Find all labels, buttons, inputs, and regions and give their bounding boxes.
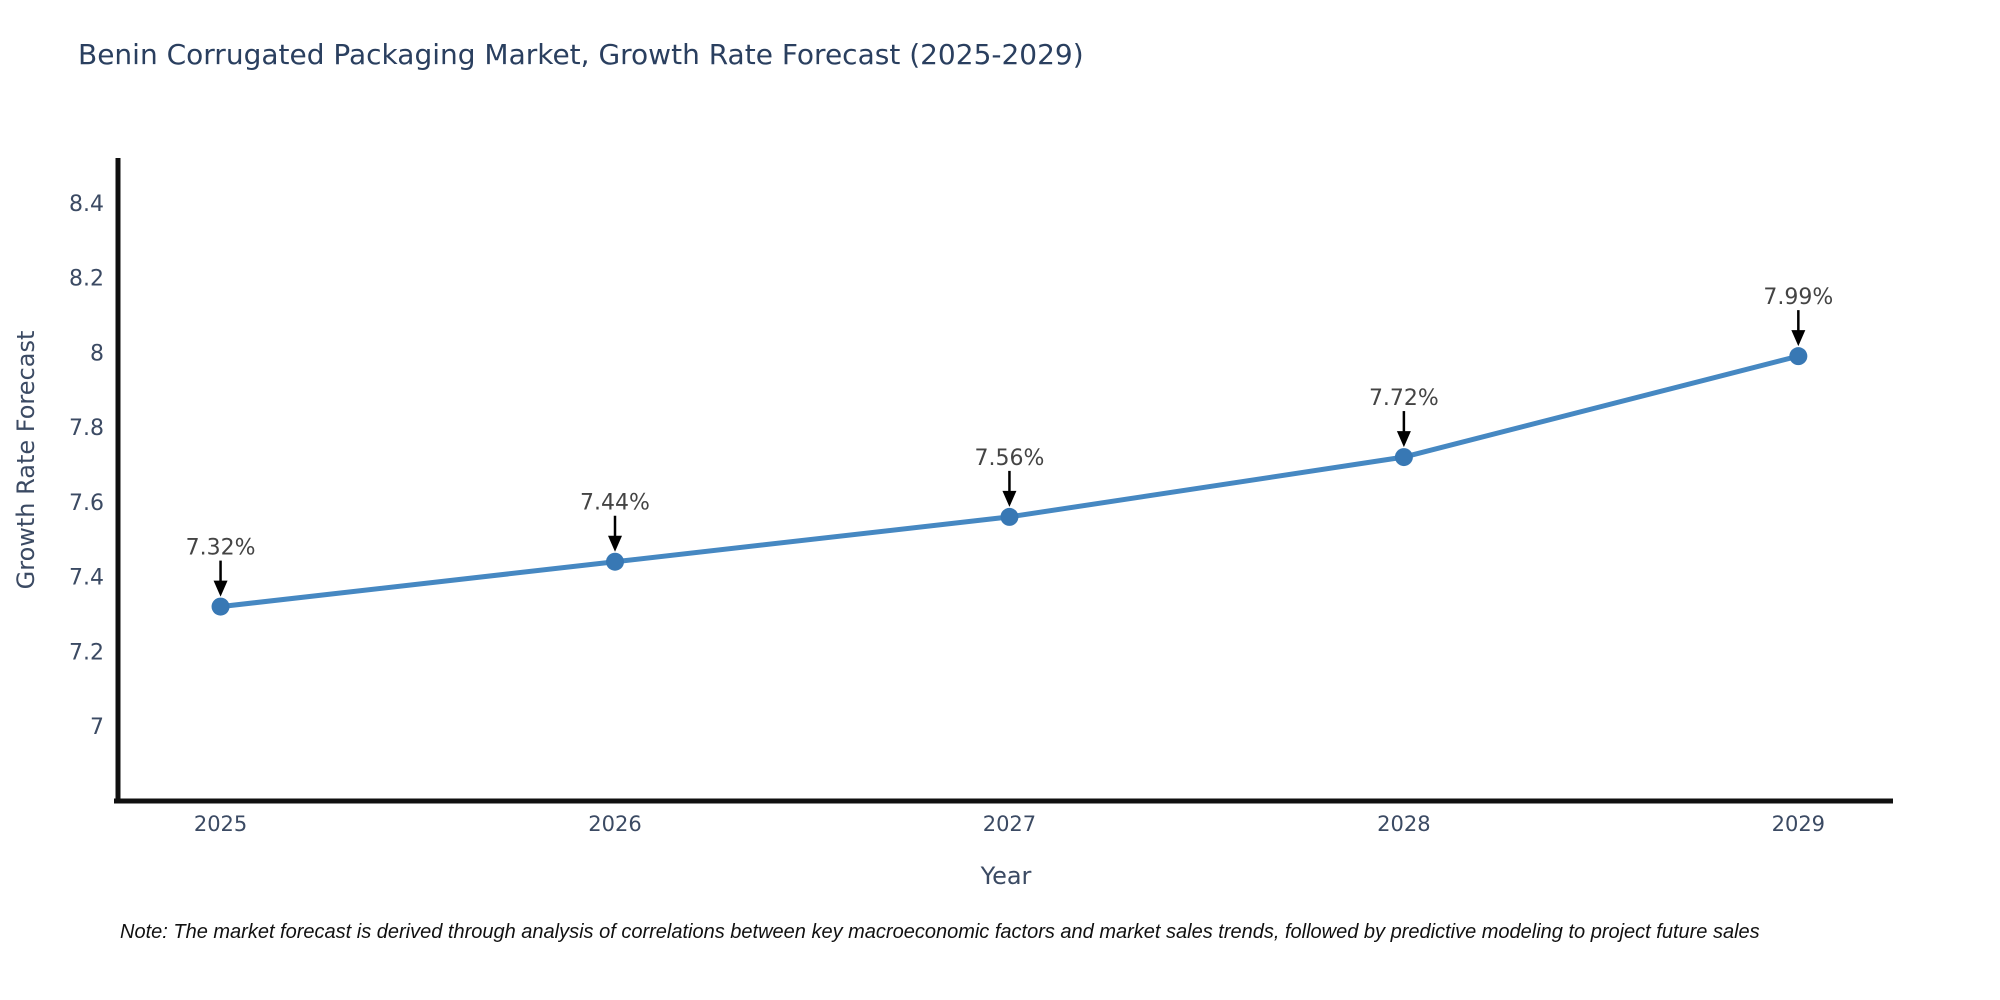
data-point-marker (1789, 347, 1808, 366)
x-tick-label: 2027 (983, 812, 1036, 836)
annotation-arrowhead-icon (1396, 431, 1411, 448)
y-tick-label: 8.4 (69, 192, 104, 217)
data-point-label: 7.99% (1763, 285, 1833, 310)
x-axis-title: Year (980, 862, 1032, 890)
x-tick-label: 2028 (1377, 812, 1430, 836)
footnote: Note: The market forecast is derived thr… (120, 921, 1760, 943)
chart-title: Benin Corrugated Packaging Market, Growt… (78, 38, 1084, 71)
x-tick-label: 2029 (1772, 812, 1825, 836)
x-tick-label: 2025 (194, 812, 247, 836)
y-tick-label: 7.6 (69, 491, 104, 516)
data-point-marker (1394, 448, 1413, 467)
data-point-label: 7.32% (186, 536, 256, 561)
data-point-marker (606, 552, 624, 571)
data-point-label: 7.72% (1369, 386, 1439, 411)
annotation-arrowhead-icon (1791, 330, 1806, 347)
y-tick-label: 7.4 (69, 566, 104, 591)
x-tick-label: 2026 (588, 812, 641, 836)
data-point-marker (1000, 507, 1019, 526)
y-tick-label: 7.2 (69, 640, 104, 665)
annotation-arrowhead-icon (213, 580, 228, 597)
y-tick-label: 8.2 (69, 267, 104, 292)
annotation-arrowhead-icon (1002, 490, 1017, 507)
y-tick-label: 8 (90, 341, 104, 366)
y-tick-label: 7 (90, 715, 104, 740)
annotation-arrowhead-icon (608, 535, 622, 552)
y-tick-label: 7.8 (69, 416, 104, 441)
data-point-label: 7.44% (580, 491, 650, 516)
data-point-marker (211, 597, 230, 616)
data-point-label: 7.56% (974, 446, 1044, 471)
